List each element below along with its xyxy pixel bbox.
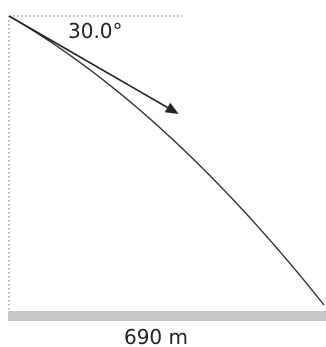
velocity-arrow-head — [164, 102, 179, 114]
ground-strip — [8, 311, 326, 321]
horizontal-distance-label: 690 m — [124, 325, 188, 347]
trajectory-curve — [8, 15, 325, 306]
velocity-arrow-shaft — [8, 15, 168, 109]
launch-angle-label: 30.0° — [68, 19, 123, 43]
